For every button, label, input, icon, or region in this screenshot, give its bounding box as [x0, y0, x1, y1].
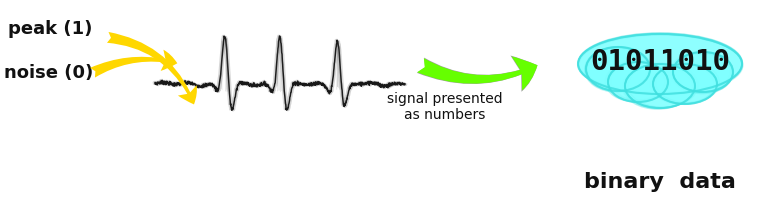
Text: peak (1): peak (1)	[8, 20, 93, 38]
Ellipse shape	[608, 62, 668, 102]
Ellipse shape	[628, 63, 698, 107]
Ellipse shape	[605, 62, 665, 102]
Ellipse shape	[656, 63, 719, 103]
Text: binary  data: binary data	[584, 172, 736, 192]
Ellipse shape	[607, 60, 667, 100]
Ellipse shape	[670, 52, 730, 92]
Ellipse shape	[587, 47, 651, 91]
Ellipse shape	[578, 34, 742, 94]
Ellipse shape	[625, 64, 695, 108]
Text: 01011010: 01011010	[590, 48, 730, 76]
Ellipse shape	[578, 33, 742, 93]
Ellipse shape	[584, 48, 649, 92]
Ellipse shape	[650, 64, 715, 104]
Ellipse shape	[623, 64, 694, 108]
Ellipse shape	[584, 47, 649, 91]
Ellipse shape	[579, 35, 743, 95]
Ellipse shape	[653, 64, 717, 104]
Ellipse shape	[673, 52, 733, 92]
Ellipse shape	[578, 33, 742, 93]
Ellipse shape	[586, 47, 650, 91]
Ellipse shape	[672, 54, 732, 94]
Text: noise (0): noise (0)	[4, 64, 93, 82]
Ellipse shape	[652, 63, 716, 103]
Ellipse shape	[610, 60, 670, 100]
Ellipse shape	[623, 65, 693, 109]
Ellipse shape	[672, 53, 733, 93]
Text: signal presented
as numbers: signal presented as numbers	[387, 92, 503, 122]
